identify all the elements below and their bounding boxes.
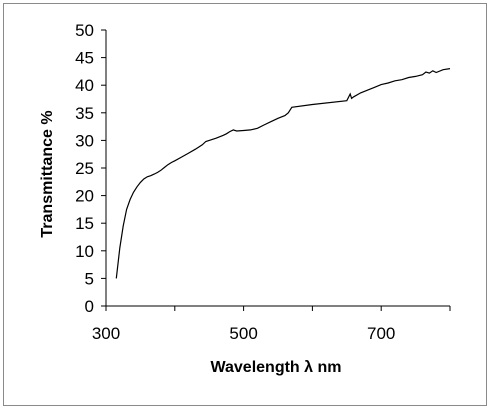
- chart-frame: [3, 3, 487, 406]
- y-axis-ticks: 0 5 10 15 20 25 30 35 40 45 50: [75, 21, 106, 316]
- y-tick-label: 20: [75, 187, 94, 206]
- y-tick-label: 10: [75, 242, 94, 261]
- y-tick-label: 5: [85, 269, 94, 288]
- y-axis-title: Transmittance %: [39, 110, 56, 237]
- y-tick-label: 15: [75, 214, 94, 233]
- x-tick-label: 700: [367, 324, 395, 343]
- transmittance-series-line: [115, 68, 451, 279]
- y-tick-label: 30: [75, 131, 94, 150]
- y-tick-label: 50: [75, 21, 94, 40]
- y-tick-label: 45: [75, 49, 94, 68]
- x-tick-label: 300: [92, 324, 120, 343]
- y-tick-label: 25: [75, 159, 94, 178]
- y-tick-label: 35: [75, 104, 94, 123]
- x-axis-title: Wavelength λ nm: [211, 359, 342, 376]
- x-tick-label: 500: [229, 324, 257, 343]
- x-axis-ticks: 300 500 700: [92, 306, 451, 343]
- y-tick-label: 40: [75, 76, 94, 95]
- y-tick-label: 0: [85, 297, 94, 316]
